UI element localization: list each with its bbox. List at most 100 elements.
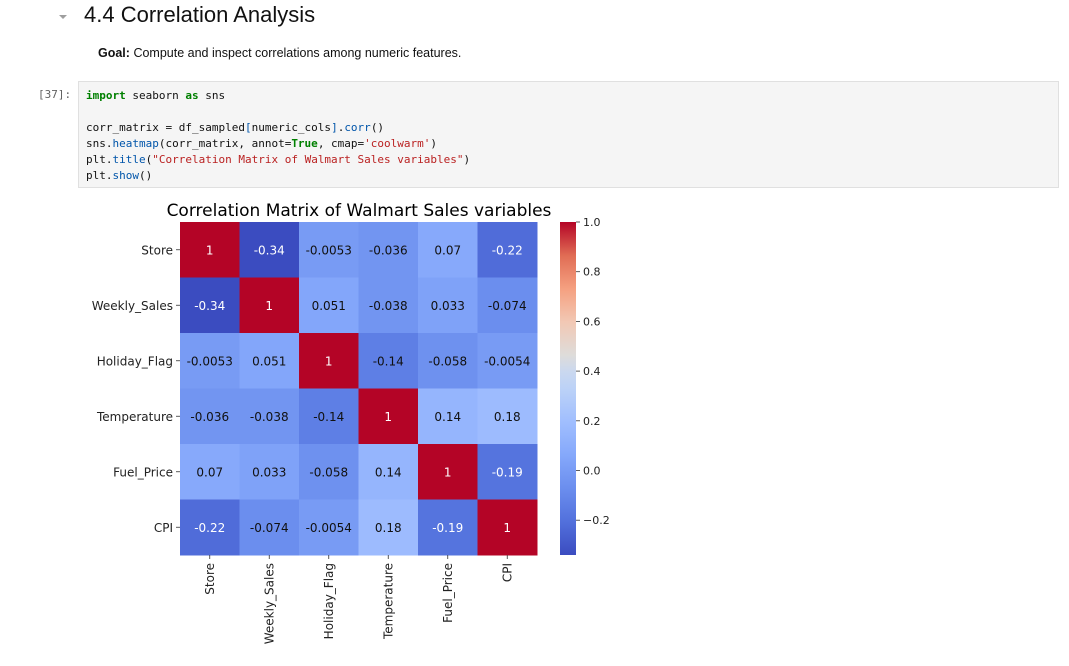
heatmap-cell [180,222,240,278]
code-cell-editor[interactable]: import seaborn as sns corr_matrix = df_s… [78,81,1059,188]
heatmap-cell [180,444,240,500]
heatmap-cell [299,277,359,334]
heatmap-cell [358,499,419,556]
heatmap-cell [239,499,300,556]
cell-annotation: -0.074 [488,299,527,313]
goal-text: Goal: Compute and inspect correlations a… [98,46,461,60]
cell-annotation: 0.051 [252,354,286,368]
cell-prompt: [37]: [38,88,72,101]
heatmap-cell [180,499,240,556]
code-line-3: sns.heatmap(corr_matrix, annot=True, cma… [86,137,438,150]
heatmap-cell [358,222,419,278]
cell-annotation: -0.0053 [187,354,233,368]
cell-annotation: 0.14 [375,465,402,479]
cell-annotation: 1 [384,410,392,424]
heatmap-cell [358,444,419,500]
code-line-2: corr_matrix = df_sampled[numeric_cols].c… [86,121,385,134]
heatmap-cell [180,388,240,445]
cell-annotation: -0.038 [369,299,408,313]
heatmap-cell [358,333,419,389]
colorbar-tick-label: −0.2 [583,514,610,527]
chart-title: Correlation Matrix of Walmart Sales vari… [167,201,552,221]
x-tick-label: CPI [500,563,514,582]
cell-annotation: -0.058 [309,465,348,479]
y-tick-label: Holiday_Flag [97,354,173,368]
colorbar-tick-label: 0.8 [583,266,601,279]
y-tick-label: Fuel_Price [113,465,173,479]
heatmap-cell [299,333,359,389]
heatmap-cell [477,222,538,278]
heatmap-cell [358,388,419,445]
cell-annotation: 0.14 [434,410,461,424]
heatmap-cell [299,222,359,278]
y-tick-label: Temperature [96,410,173,424]
cell-annotation: -0.34 [194,299,225,313]
colorbar-tick-label: 1.0 [583,216,601,229]
x-tick-label: Weekly_Sales [262,563,276,644]
heatmap-cell [477,333,538,389]
collapse-chevron-icon[interactable] [57,11,69,23]
heatmap-cell [299,499,359,556]
heatmap-cell [418,277,478,334]
heatmap-cell [418,444,478,500]
cell-annotation: 1 [503,521,511,535]
cell-annotation: -0.19 [432,521,463,535]
cell-annotation: -0.0053 [306,243,352,257]
cell-annotation: -0.14 [313,410,344,424]
y-tick-label: CPI [154,521,173,535]
cell-annotation: 0.033 [252,465,286,479]
heatmap-cell [299,388,359,445]
heatmap-cell [180,277,240,334]
heatmap-cell [239,388,300,445]
cell-annotation: -0.19 [492,465,523,479]
cell-annotation: 0.051 [312,299,346,313]
cell-annotation: -0.038 [250,410,289,424]
heatmap-cell [180,333,240,389]
section-heading: 4.4 Correlation Analysis [84,2,316,27]
cell-annotation: 0.07 [196,465,223,479]
cell-annotation: -0.036 [190,410,229,424]
heatmap-cell [239,222,300,278]
x-tick-label: Fuel_Price [441,563,455,623]
cell-annotation: -0.074 [250,521,289,535]
cell-annotation: 1 [325,354,333,368]
cell-annotation: 0.07 [434,243,461,257]
goal-description: Compute and inspect correlations among n… [133,46,462,60]
code-line-blank [86,104,1058,120]
colorbar-tick-label: 0.0 [583,465,601,478]
cell-annotation: -0.0054 [306,521,352,535]
heatmap-cell [239,333,300,389]
heatmap-cell [239,444,300,500]
heatmap-cell [418,388,478,445]
cell-annotation: -0.036 [369,243,408,257]
goal-label: Goal: [98,46,130,60]
heatmap-cell [418,499,478,556]
heatmap-cell [477,277,538,334]
correlation-heatmap: Correlation Matrix of Walmart Sales vari… [92,201,610,644]
colorbar [560,222,576,555]
colorbar-tick-label: 0.6 [583,315,601,328]
cell-annotation: -0.0054 [484,354,530,368]
cell-annotation: 1 [206,243,214,257]
heatmap-cell [477,444,538,500]
x-tick-label: Holiday_Flag [322,563,336,639]
cell-annotation: -0.058 [428,354,467,368]
heatmap-cell [477,499,538,556]
code-line-1: import seaborn as sns [86,89,226,102]
cell-annotation: 0.033 [431,299,465,313]
heatmap-cell [418,333,478,389]
x-tick-label: Temperature [381,563,395,640]
cell-annotation: -0.14 [373,354,404,368]
cell-annotation: -0.22 [492,243,523,257]
cell-annotation: -0.22 [194,521,225,535]
heatmap-cell [418,222,478,278]
colorbar-tick-label: 0.2 [583,415,601,428]
heatmap-cell [358,277,419,334]
code-line-5: plt.show() [86,169,153,182]
y-tick-label: Weekly_Sales [92,299,173,313]
y-tick-label: Store [141,243,173,257]
cell-annotation: -0.34 [254,243,285,257]
cell-annotation: 0.18 [375,521,402,535]
cell-annotation: 0.18 [494,410,521,424]
code-line-4: plt.title("Correlation Matrix of Walmart… [86,153,471,166]
